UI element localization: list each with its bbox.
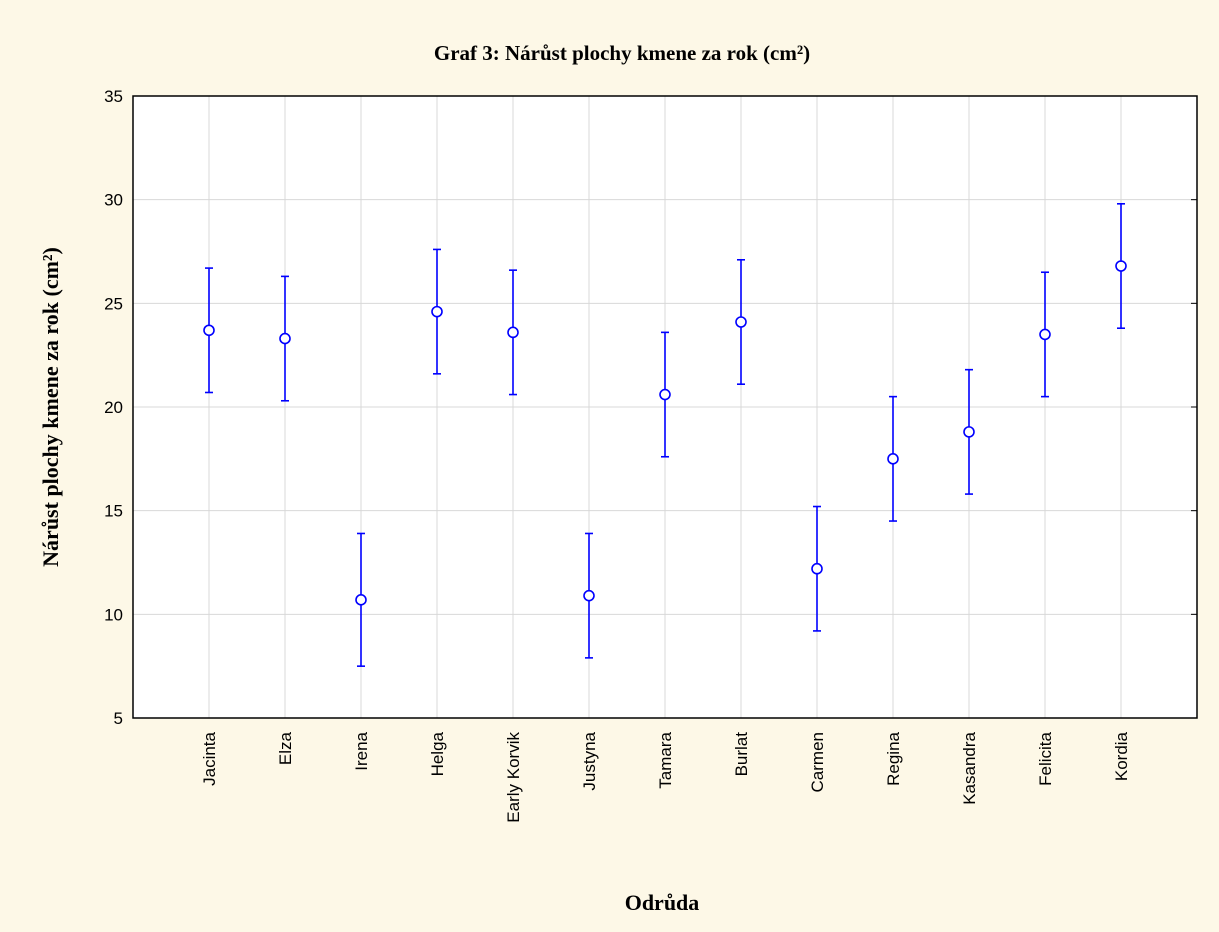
x-tick-label: Jacinta xyxy=(200,731,219,785)
point xyxy=(735,316,747,328)
y-tick-label: 25 xyxy=(104,294,123,313)
point xyxy=(811,562,823,575)
y-tick-label: 10 xyxy=(104,605,123,624)
plot-frame xyxy=(132,95,1198,719)
x-tick-label: Kasandra xyxy=(960,731,979,804)
y-tick-label: 35 xyxy=(104,87,123,106)
y-tick-label: 5 xyxy=(114,709,123,728)
y-tick-label: 30 xyxy=(104,191,123,210)
point xyxy=(355,594,367,606)
marks xyxy=(203,203,1127,667)
x-axis-label: Odrůda xyxy=(625,890,700,915)
point xyxy=(963,426,975,438)
x-tick-label: Elza xyxy=(276,731,295,765)
point xyxy=(279,332,291,345)
chart-title: Graf 3: Nárůst plochy kmene za rok (cm²) xyxy=(434,41,810,65)
x-tick-label: Irena xyxy=(352,731,371,770)
point xyxy=(659,388,671,401)
y-axis-label: Nárůst plochy kmene za rok (cm²) xyxy=(38,247,63,567)
y-tick-label: 15 xyxy=(104,502,123,521)
point xyxy=(1115,260,1127,272)
x-tick-label: Justyna xyxy=(580,731,599,790)
x-tick-label: Helga xyxy=(428,731,447,776)
point xyxy=(507,326,519,339)
x-tick-label: Felicita xyxy=(1036,731,1055,785)
x-tick-label: Early Korvik xyxy=(504,732,523,823)
x-tick-label: Burlat xyxy=(732,732,751,777)
x-tick-label: Tamara xyxy=(656,731,675,788)
x-tick-label: Kordia xyxy=(1112,731,1131,781)
point xyxy=(431,305,443,318)
x-tick-label: Carmen xyxy=(808,732,827,792)
point xyxy=(1039,328,1051,341)
point xyxy=(583,589,595,602)
y-tick-label: 20 xyxy=(104,398,123,417)
x-tick-label: Regina xyxy=(884,731,903,785)
point xyxy=(203,324,215,337)
point xyxy=(887,453,899,465)
